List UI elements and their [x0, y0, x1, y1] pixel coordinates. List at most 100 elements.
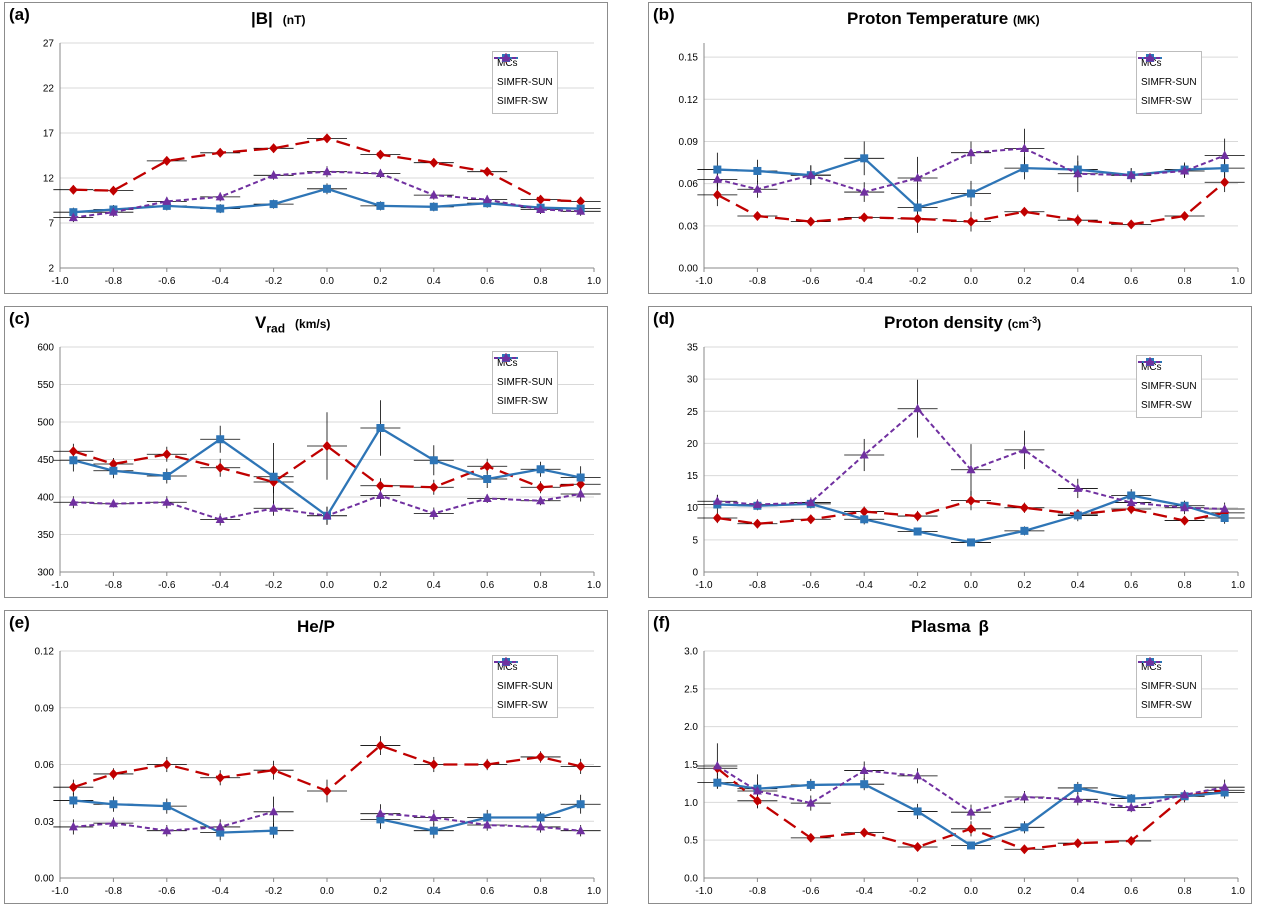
data-point-simfr-sw: [162, 825, 172, 835]
data-point-mcs: [913, 511, 923, 522]
x-tick-label: 0.8: [1178, 276, 1192, 287]
data-point-simfr-sw: [752, 184, 762, 193]
x-tick-label: 0.2: [373, 886, 387, 897]
data-point-simfr-sw: [913, 173, 923, 182]
x-tick-label: 0.0: [964, 276, 978, 287]
data-point-simfr-sun: [376, 424, 385, 432]
x-tick-label: 0.4: [427, 276, 441, 287]
data-point-simfr-sw: [215, 514, 225, 523]
chart-title-main: V: [255, 313, 267, 332]
legend-marker: [1145, 357, 1155, 366]
data-point-simfr-sun: [429, 826, 438, 835]
data-point-mcs: [68, 782, 78, 793]
data-point-simfr-sun: [1220, 164, 1229, 173]
x-tick-label: 0.6: [480, 580, 494, 591]
data-point-mcs: [1180, 515, 1190, 526]
x-tick-label: -0.6: [802, 580, 820, 591]
data-point-simfr-sw: [859, 187, 869, 196]
series-line-simfr-sun: [73, 799, 274, 834]
data-point-simfr-sun: [576, 800, 585, 809]
legend-item-simfr-sun: SIMFR-SUN: [494, 354, 553, 392]
panel-label: (b): [653, 5, 675, 24]
legend-label: SIMFR-SW: [497, 396, 548, 407]
data-point-simfr-sw: [375, 490, 385, 499]
data-point-simfr-sw: [536, 495, 546, 505]
data-point-simfr-sw: [68, 212, 78, 222]
x-tick-label: -1.0: [695, 580, 713, 591]
data-point-mcs: [215, 772, 225, 783]
data-point-simfr-sun: [967, 189, 975, 198]
data-point-mcs: [429, 157, 439, 168]
legend-label: SIMFR-SUN: [1141, 381, 1197, 392]
x-tick-label: -1.0: [51, 580, 69, 591]
data-point-simfr-sun: [967, 841, 975, 850]
x-tick-label: -0.4: [856, 276, 874, 287]
x-tick-label: 0.8: [534, 580, 548, 591]
x-tick-label: 1.0: [1231, 580, 1245, 591]
chart-title: Plasma β: [911, 617, 989, 637]
data-point-mcs: [576, 196, 586, 207]
data-point-simfr-sun: [713, 165, 722, 174]
units-sup: -3: [1029, 315, 1038, 325]
data-point-mcs: [108, 185, 118, 196]
x-tick-label: -1.0: [695, 276, 713, 287]
x-tick-label: -0.2: [265, 580, 283, 591]
x-tick-label: -0.8: [105, 886, 123, 897]
x-tick-label: 0.6: [1124, 276, 1138, 287]
data-point-simfr-sun: [913, 203, 922, 212]
data-point-mcs: [576, 479, 586, 490]
panel-label: (d): [653, 309, 675, 328]
chart-title-units: (cm-3): [1008, 315, 1041, 331]
x-tick-label: -0.6: [158, 886, 176, 897]
chart-title: Proton density (cm-3): [884, 313, 1041, 333]
data-point-simfr-sun: [216, 828, 225, 837]
x-tick-label: 0.6: [480, 276, 494, 287]
data-point-simfr-sun: [806, 780, 815, 789]
legend-label: MCs: [497, 662, 518, 673]
data-point-simfr-sw: [1019, 444, 1029, 454]
data-point-mcs: [1019, 844, 1029, 855]
data-point-simfr-sw: [429, 812, 439, 821]
data-point-simfr-sw: [482, 194, 492, 204]
x-tick-label: 1.0: [1231, 886, 1245, 897]
plot-area: 300 350 400 450 500 550 600 -1.0 -0.8 -0.6 -0.4 -0.…: [37, 343, 601, 592]
x-tick-label: 0.0: [964, 580, 978, 591]
chart-title-units: (MK): [1012, 13, 1040, 27]
data-point-simfr-sun: [69, 208, 78, 217]
data-point-simfr-sw: [1180, 789, 1190, 799]
data-point-mcs: [859, 212, 869, 223]
y-tick-label: 3.0: [684, 647, 698, 658]
legend: MCs SIMFR-SUN SIMFR-SW: [492, 51, 558, 114]
data-point-simfr-sun: [713, 778, 722, 787]
data-point-mcs: [1126, 835, 1136, 846]
legend-item-simfr-sun: SIMFR-SUN: [1138, 54, 1197, 92]
data-point-simfr-sw: [806, 798, 816, 807]
data-point-simfr-sw: [269, 806, 279, 816]
chart-title-units: (nT): [282, 13, 306, 27]
legend-label: SIMFR-SW: [1141, 96, 1192, 107]
x-tick-label: -0.4: [856, 886, 874, 897]
legend-swatch: [494, 53, 518, 62]
x-tick-label: -0.2: [265, 886, 283, 897]
chart-title: Proton Temperature (MK): [847, 9, 1040, 29]
data-point-simfr-sun: [860, 780, 869, 789]
data-point-simfr-sw: [108, 818, 118, 827]
data-point-simfr-sun: [376, 201, 385, 210]
data-point-simfr-sw: [269, 503, 279, 512]
data-point-simfr-sw: [68, 821, 78, 831]
y-tick-label: 15: [687, 471, 699, 482]
data-point-simfr-sw: [108, 207, 118, 216]
legend-item-simfr-sw: SIMFR-SW: [494, 53, 553, 111]
y-tick-label: 1.5: [684, 760, 698, 771]
x-tick-label: 1.0: [587, 276, 601, 287]
legend-marker: [501, 657, 511, 666]
x-tick-label: 0.4: [427, 580, 441, 591]
data-point-mcs: [752, 795, 762, 806]
data-point-simfr-sun: [753, 166, 762, 175]
y-tick-label: 0.00: [679, 264, 699, 275]
y-tick-label: 2.0: [684, 722, 698, 733]
data-point-simfr-sw: [269, 170, 279, 179]
data-point-simfr-sw: [859, 765, 869, 775]
data-point-simfr-sw: [162, 497, 172, 506]
x-tick-label: 0.0: [320, 886, 334, 897]
